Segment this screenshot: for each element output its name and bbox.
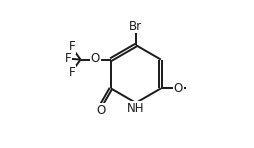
Text: F: F [65,52,71,65]
Text: O: O [174,82,183,95]
Text: O: O [91,52,100,65]
Text: O: O [96,104,105,117]
Text: F: F [69,41,75,53]
Text: NH: NH [127,102,145,115]
Text: F: F [69,66,75,79]
Text: Br: Br [129,20,142,33]
